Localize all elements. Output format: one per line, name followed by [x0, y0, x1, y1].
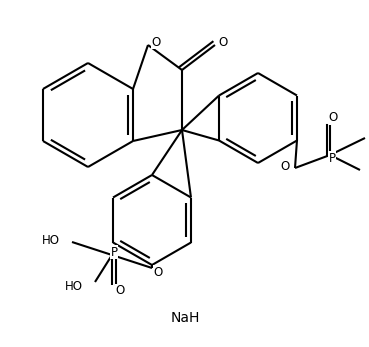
- Text: P: P: [328, 152, 335, 164]
- Text: O: O: [328, 110, 338, 124]
- Text: HO: HO: [42, 234, 60, 246]
- Text: HO: HO: [65, 279, 83, 293]
- Text: P: P: [110, 245, 117, 259]
- Text: O: O: [281, 160, 290, 172]
- Text: O: O: [154, 265, 163, 279]
- Text: O: O: [151, 35, 161, 49]
- Text: NaH: NaH: [170, 311, 200, 325]
- Text: O: O: [218, 35, 228, 49]
- Text: O: O: [115, 285, 125, 297]
